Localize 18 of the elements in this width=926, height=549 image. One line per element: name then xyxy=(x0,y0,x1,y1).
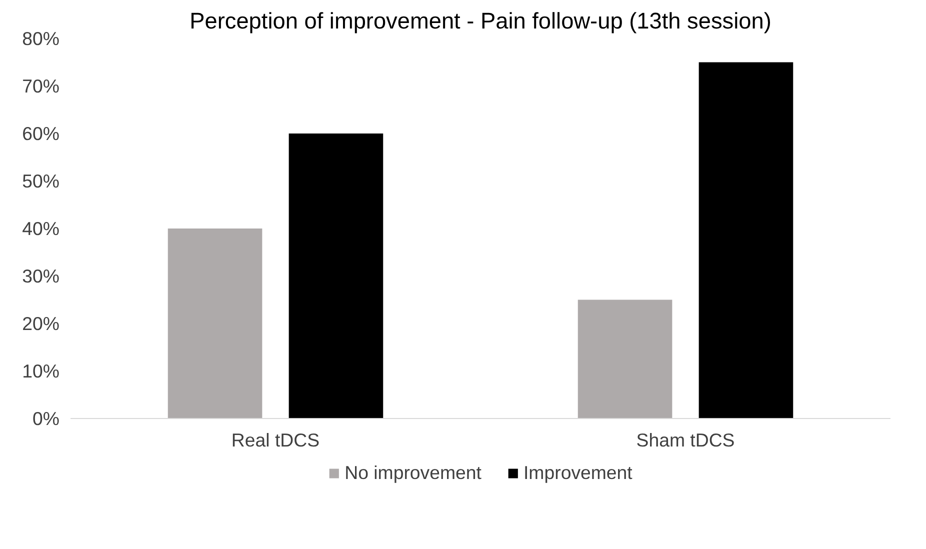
y-tick-label: 20% xyxy=(22,313,60,334)
bar xyxy=(288,134,384,418)
x-tick-label: Sham tDCS xyxy=(636,430,735,450)
y-tick-label: 40% xyxy=(22,218,60,239)
x-tick-label: Real tDCS xyxy=(231,430,320,450)
bar xyxy=(578,300,672,418)
y-tick-label: 70% xyxy=(22,76,60,96)
legend-label: No improvement xyxy=(344,462,482,484)
legend-label: Improvement xyxy=(524,462,632,484)
bar xyxy=(168,228,262,418)
y-tick-label: 0% xyxy=(32,408,60,429)
y-tick-label: 30% xyxy=(22,266,60,286)
y-tick-label: 60% xyxy=(22,123,60,144)
chart-title: Perception of improvement - Pain follow-up (13th session) xyxy=(190,8,772,34)
y-tick-label: 80% xyxy=(22,28,60,49)
y-tick-label: 10% xyxy=(22,360,60,382)
y-tick-label: 50% xyxy=(22,170,60,192)
bar xyxy=(698,62,794,418)
